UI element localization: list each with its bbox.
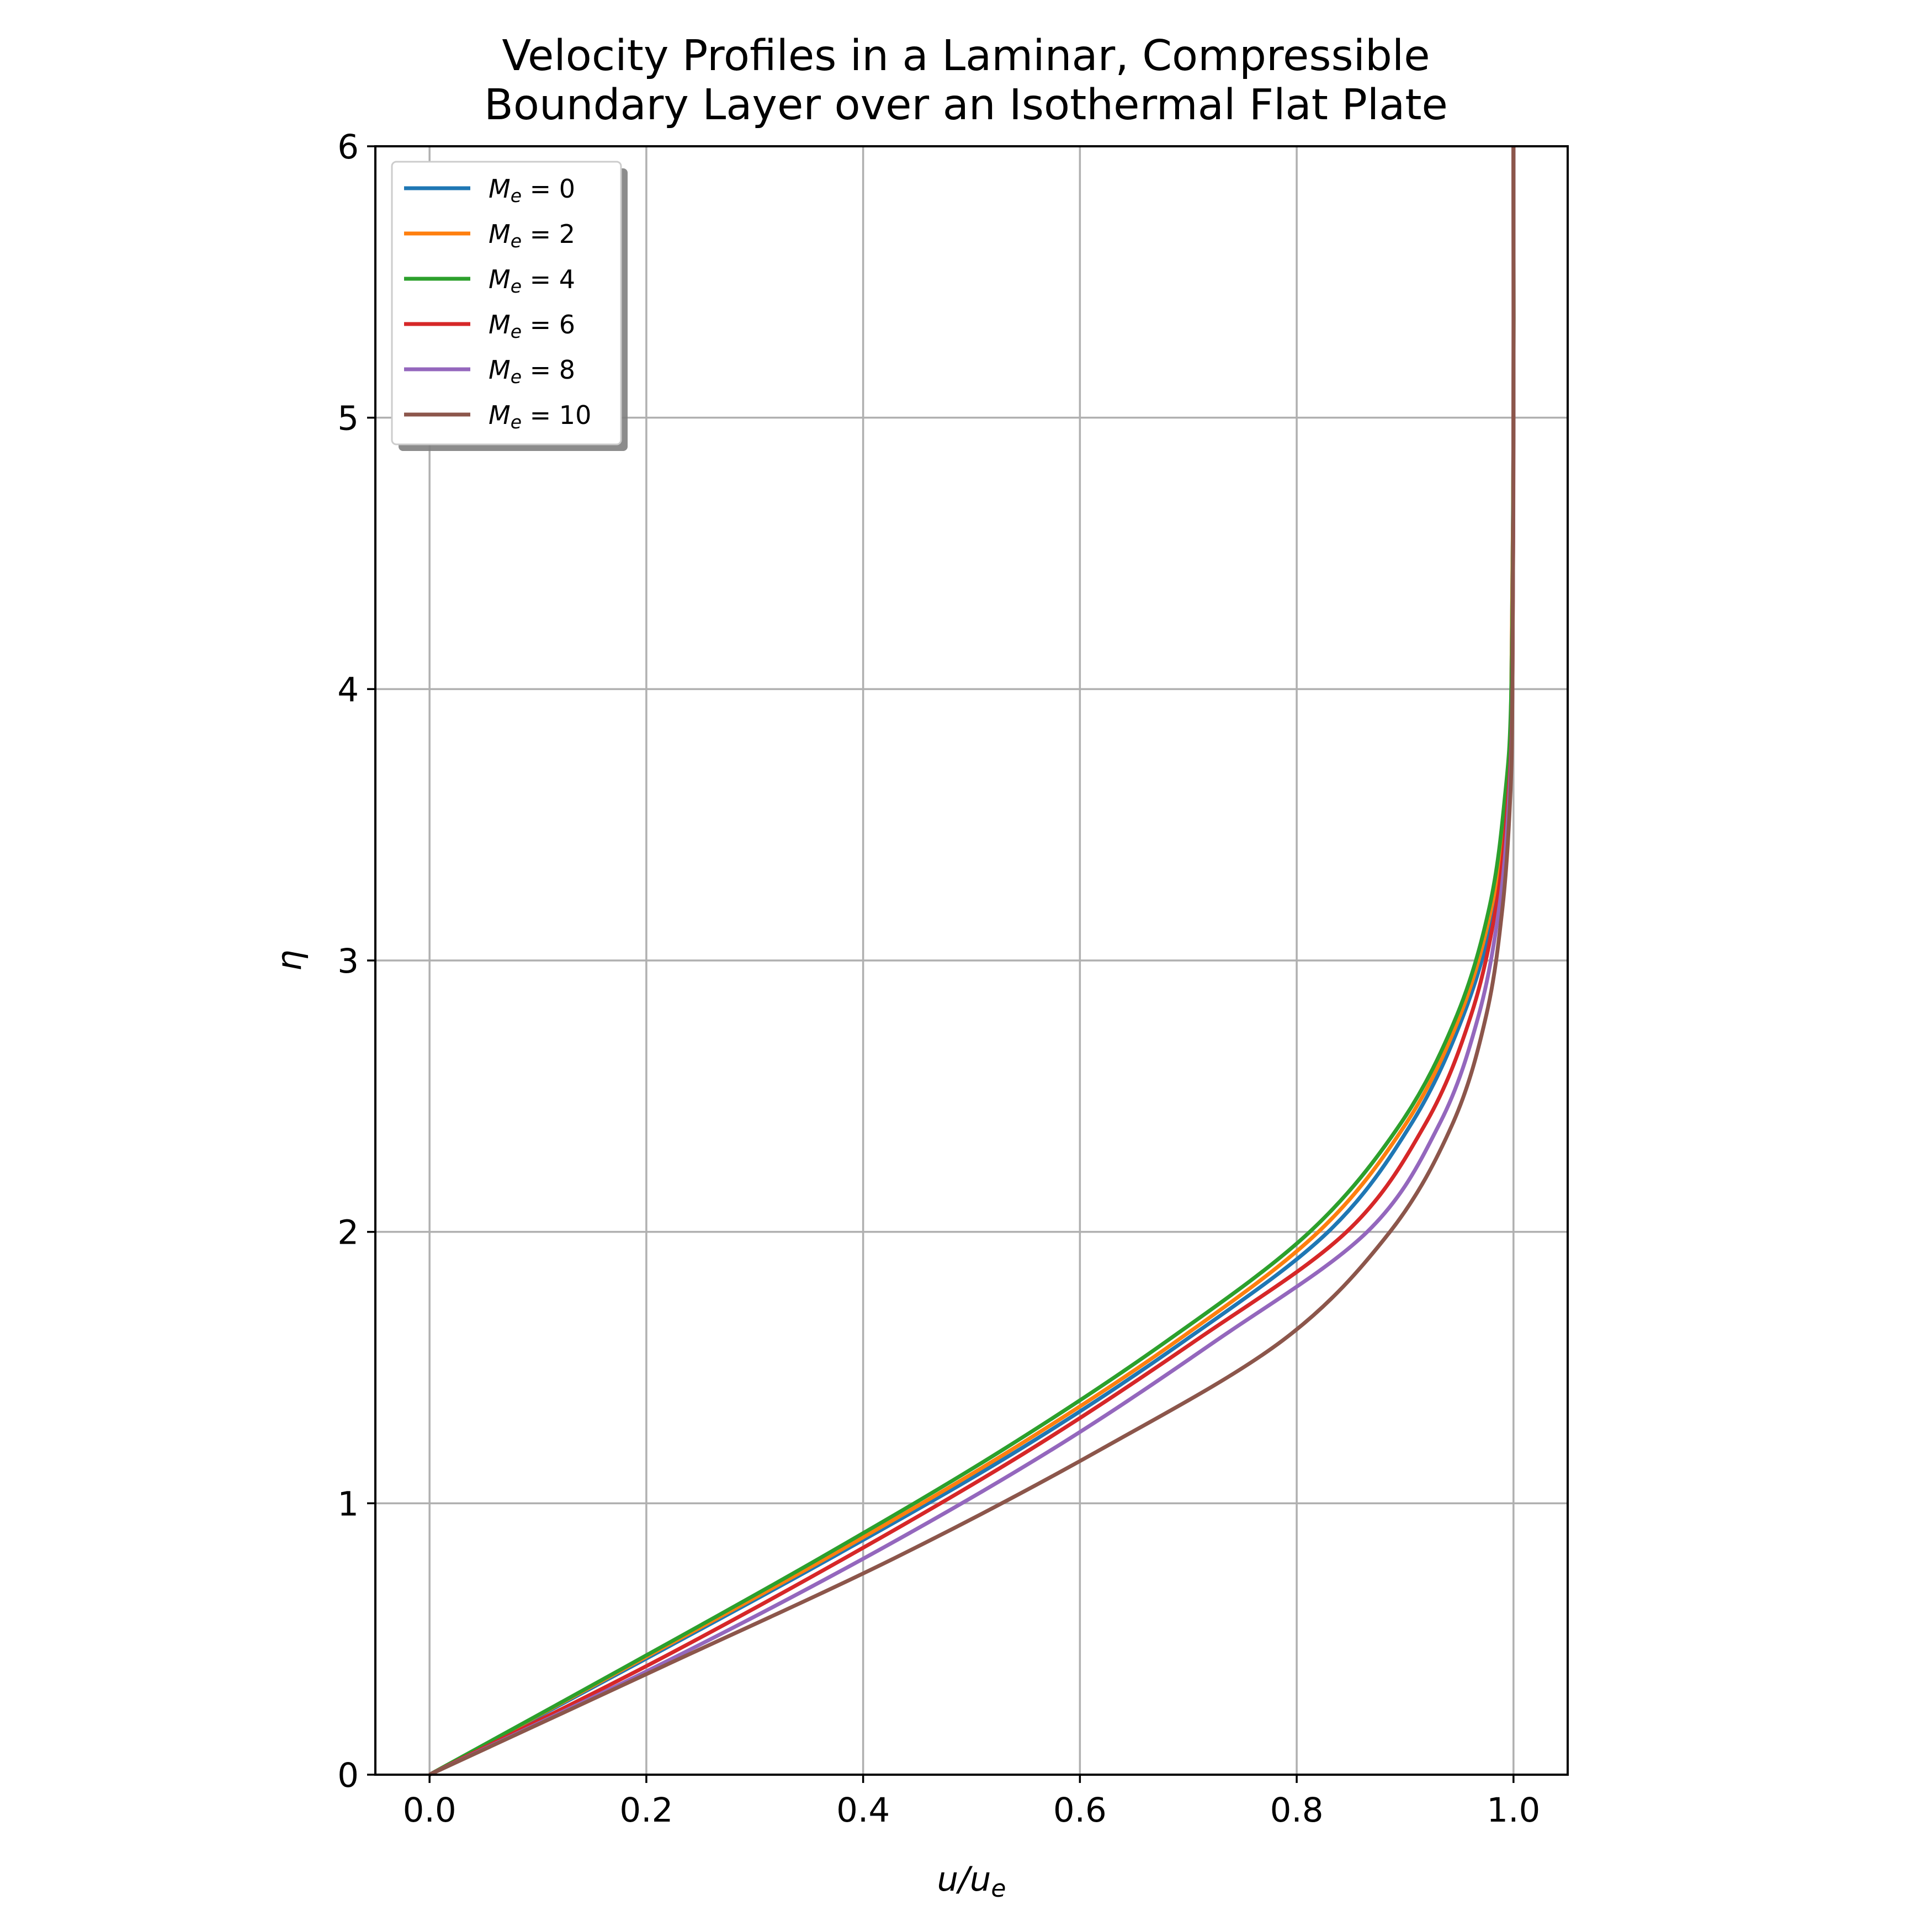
y-axis-label: η <box>270 950 309 972</box>
y-tick-label: 0 <box>337 1756 359 1795</box>
chart-title-line-2: Boundary Layer over an Isothermal Flat P… <box>484 81 1448 130</box>
x-axis-ticks: 0.0 0.2 0.4 0.6 0.8 1.0 <box>403 1775 1540 1830</box>
x-tick-label: 0.0 <box>403 1791 457 1830</box>
chart-title: Velocity Profiles in a Laminar, Compress… <box>484 31 1448 130</box>
y-tick-label: 6 <box>337 128 359 167</box>
y-tick-label: 5 <box>337 399 359 438</box>
legend-entry-label: Me = 2 <box>489 219 575 252</box>
series-line-me-10 <box>428 146 1516 1777</box>
legend-entry-label: Me = 10 <box>489 400 591 433</box>
x-axis-label: u/ue <box>937 1860 1006 1903</box>
x-tick-label: 0.6 <box>1053 1791 1107 1830</box>
chart-title-line-1: Velocity Profiles in a Laminar, Compress… <box>502 31 1430 81</box>
y-axis-ticks: 0 1 2 3 4 5 6 <box>337 128 375 1795</box>
y-tick-label: 3 <box>337 942 359 981</box>
legend-entry-label: Me = 4 <box>489 264 575 297</box>
y-tick-label: 2 <box>337 1213 359 1252</box>
legend-entry-label: Me = 0 <box>489 174 575 206</box>
y-tick-label: 1 <box>337 1484 359 1524</box>
x-tick-label: 0.2 <box>619 1791 673 1830</box>
legend-entry-label: Me = 6 <box>489 310 575 342</box>
y-tick-label: 4 <box>337 670 359 709</box>
series-lines <box>428 146 1516 1777</box>
x-tick-label: 0.8 <box>1270 1791 1324 1830</box>
grid <box>375 145 1568 1776</box>
legend: Me = 0 Me = 2 Me = 4 Me = 6 Me = 8 Me = 10 <box>391 161 628 451</box>
x-tick-label: 1.0 <box>1487 1791 1540 1830</box>
legend-entry-label: Me = 8 <box>489 355 575 388</box>
x-tick-label: 0.4 <box>836 1791 890 1830</box>
